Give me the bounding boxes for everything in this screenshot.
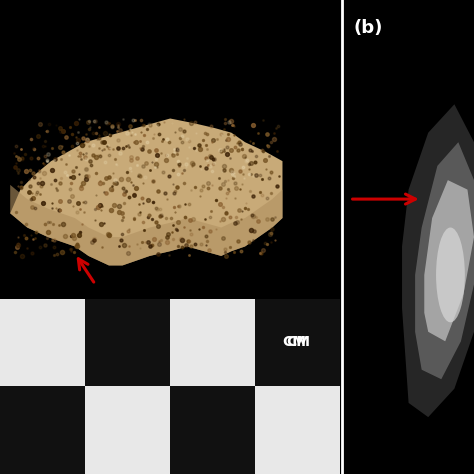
Bar [85, 299, 170, 386]
Bar [0, 299, 85, 386]
Polygon shape [415, 142, 474, 379]
Text: (b): (b) [354, 19, 383, 37]
Bar [255, 299, 340, 386]
Ellipse shape [436, 228, 465, 322]
Polygon shape [10, 118, 283, 265]
Bar [0, 386, 85, 474]
Bar [0, 299, 340, 474]
Polygon shape [424, 180, 474, 341]
Bar [170, 299, 255, 386]
Bar [85, 386, 170, 474]
Polygon shape [402, 104, 474, 417]
Bar [255, 386, 340, 474]
Polygon shape [10, 185, 283, 265]
Text: CM: CM [283, 336, 306, 349]
Text: CM: CM [286, 336, 310, 349]
Bar [170, 386, 255, 474]
